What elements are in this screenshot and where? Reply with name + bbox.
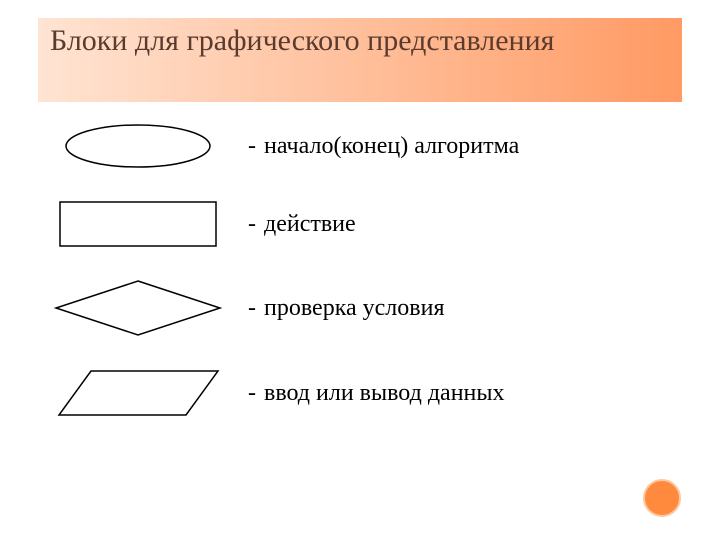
rhombus-shape (53, 278, 223, 338)
label-text: проверка условия (264, 295, 444, 321)
label-text: ввод или вывод данных (264, 380, 505, 406)
shape-cell (38, 122, 238, 170)
accent-circle-icon (640, 476, 684, 520)
shape-cell (38, 200, 238, 248)
legend-label: -проверка условия (238, 295, 682, 322)
content-area: -начало(конец) алгоритма -действие -пр (38, 122, 682, 448)
legend-label: -начало(конец) алгоритма (238, 133, 682, 160)
slide: Блоки для графического представления -на… (0, 0, 720, 540)
parallelogram-shape (56, 368, 221, 418)
legend-row-decision: -проверка условия (38, 278, 682, 338)
shape-cell (38, 368, 238, 418)
label-text: действие (264, 211, 356, 237)
legend-row-io: -ввод или вывод данных (38, 368, 682, 418)
dash: - (248, 211, 264, 237)
dash: - (248, 133, 264, 159)
label-text: начало(конец) алгоритма (264, 133, 519, 159)
dash: - (248, 295, 264, 321)
title-band: Блоки для графического представления (38, 18, 682, 102)
legend-label: -ввод или вывод данных (238, 380, 682, 407)
rect-shape (58, 200, 218, 248)
shape-cell (38, 278, 238, 338)
legend-row-process: -действие (38, 200, 682, 248)
dash: - (248, 380, 264, 406)
slide-title: Блоки для графического представления (50, 22, 554, 60)
ellipse-shape (63, 122, 213, 170)
legend-label: -действие (238, 211, 682, 238)
legend-row-terminator: -начало(конец) алгоритма (38, 122, 682, 170)
